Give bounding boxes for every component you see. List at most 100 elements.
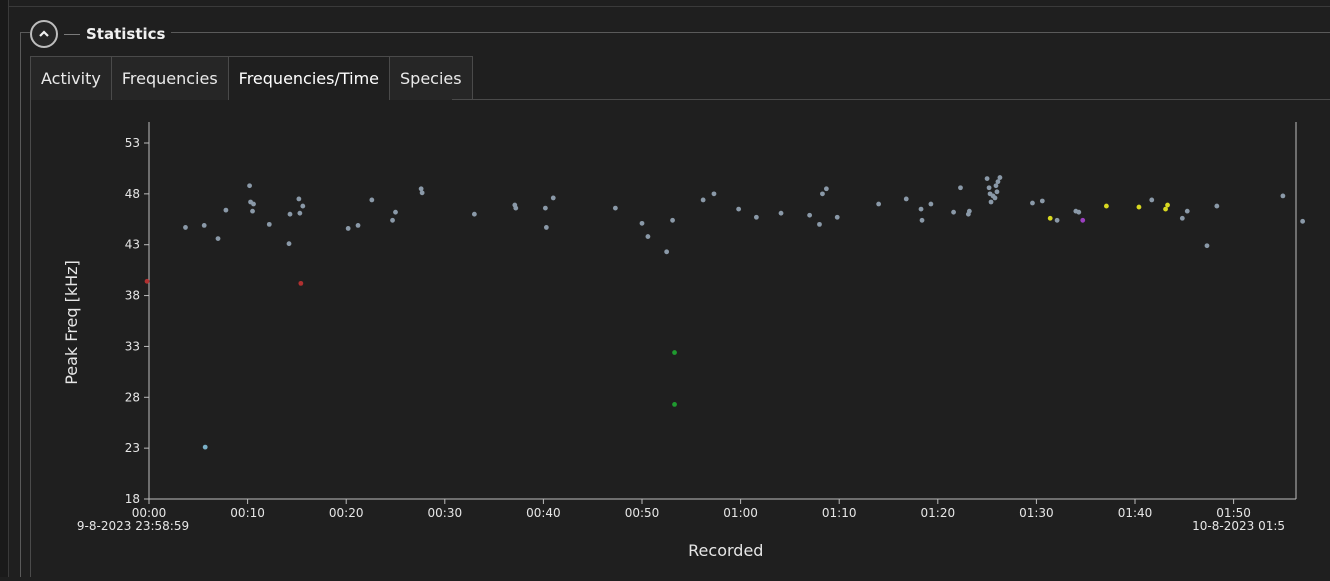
window-edge <box>0 0 9 577</box>
statistics-group-frame <box>20 32 1330 577</box>
x-tick-label: 01:10 <box>822 506 857 520</box>
data-point <box>823 186 829 192</box>
scatter-chart: 18 23 28 33 38 43 48 53 00:00 00:10 00:20 00:30 00:4… <box>62 122 1306 560</box>
data-point <box>1184 208 1190 214</box>
data-point <box>390 217 395 223</box>
data-point <box>543 225 549 230</box>
data-point <box>286 241 292 247</box>
axis-ticks: 18 23 28 33 38 43 48 53 00:00 00:10 00:20 00:30 00:4… <box>125 122 1297 520</box>
data-point <box>986 185 992 191</box>
data-point <box>1204 243 1210 249</box>
data-point <box>144 278 150 284</box>
y-tick-label: 18 <box>125 492 140 506</box>
x-tick-label: 00:10 <box>230 506 265 520</box>
data-point <box>1054 217 1060 223</box>
chevron-up-icon <box>39 30 49 37</box>
data-point <box>1076 209 1082 215</box>
x-tick-label: 00:30 <box>428 506 463 520</box>
y-tick-label: 48 <box>125 187 140 201</box>
tab-activity[interactable]: Activity <box>30 56 112 100</box>
x-tick-label: 01:20 <box>921 506 956 520</box>
data-point <box>202 444 208 450</box>
y-tick-label: 38 <box>125 289 140 303</box>
data-point <box>1165 202 1170 208</box>
data-point <box>995 179 1001 185</box>
data-point <box>201 222 207 228</box>
data-point <box>817 221 822 227</box>
tab-frequencies-time[interactable]: Frequencies/Time <box>227 56 391 100</box>
data-point <box>418 186 424 192</box>
tab-species[interactable]: Species <box>389 56 473 100</box>
data-point <box>542 205 548 211</box>
data-point <box>1030 200 1035 206</box>
x-axis-title: Recorded <box>688 541 763 560</box>
data-point <box>639 220 645 226</box>
data-point <box>266 221 272 227</box>
x-tick-label: 00:20 <box>329 506 364 520</box>
collapse-button[interactable] <box>30 20 58 48</box>
data-point <box>645 234 651 239</box>
data-point <box>1214 203 1220 209</box>
group-title: Statistics <box>86 25 166 43</box>
tab-frequencies[interactable]: Frequencies <box>110 56 229 100</box>
y-axis-title: Peak Freq [kHz] <box>62 260 81 385</box>
data-point <box>997 175 1003 180</box>
data-point <box>251 201 256 207</box>
data-point <box>1300 218 1306 224</box>
data-point <box>711 191 717 197</box>
data-point <box>1163 206 1168 212</box>
data-point <box>250 208 255 214</box>
data-point <box>1039 198 1045 204</box>
data-point <box>951 209 956 215</box>
data-point <box>471 211 477 217</box>
data-point <box>223 207 229 213</box>
data-point <box>928 201 934 207</box>
x-end-label: 10-8-2023 01:5 <box>1192 519 1285 533</box>
data-point <box>183 225 188 230</box>
data-point <box>992 195 998 201</box>
data-point <box>988 199 994 205</box>
data-point <box>300 203 306 209</box>
data-point <box>903 196 909 202</box>
data-point <box>993 183 999 189</box>
data-point <box>355 222 361 228</box>
data-point <box>834 214 840 220</box>
data-point <box>298 280 304 286</box>
data-point <box>672 402 677 407</box>
data-point <box>215 236 221 242</box>
data-point <box>1047 215 1053 221</box>
data-point <box>753 214 759 220</box>
data-point <box>369 197 375 203</box>
y-tick-label: 53 <box>125 136 140 150</box>
data-point <box>1080 217 1086 223</box>
y-tick-label: 28 <box>125 390 140 404</box>
x-tick-label: 00:40 <box>526 506 561 520</box>
data-point <box>1280 193 1286 199</box>
data-point <box>1136 204 1142 210</box>
y-tick-label: 23 <box>125 441 140 455</box>
data-point <box>393 209 398 215</box>
data-point <box>550 195 556 201</box>
data-point <box>820 191 825 197</box>
data-point <box>1149 197 1155 203</box>
x-tick-label: 01:00 <box>723 506 758 520</box>
data-point <box>419 190 425 196</box>
data-point <box>778 210 784 216</box>
header-line <box>64 33 80 35</box>
x-tick-label: 00:00 <box>132 506 167 520</box>
data-point <box>918 206 924 212</box>
data-point <box>700 197 706 203</box>
statistics-header: Statistics <box>30 20 172 48</box>
data-point <box>966 208 972 214</box>
x-tick-label: 01:50 <box>1216 506 1251 520</box>
y-tick-label: 33 <box>125 339 140 353</box>
data-point <box>736 206 742 212</box>
data-point <box>958 185 963 191</box>
data-point <box>345 226 351 231</box>
data-points <box>144 175 1306 450</box>
data-point <box>672 350 677 355</box>
data-point <box>247 183 252 189</box>
data-point <box>876 201 882 207</box>
data-point <box>984 176 990 181</box>
x-start-label: 9-8-2023 23:58:59 <box>77 519 189 533</box>
